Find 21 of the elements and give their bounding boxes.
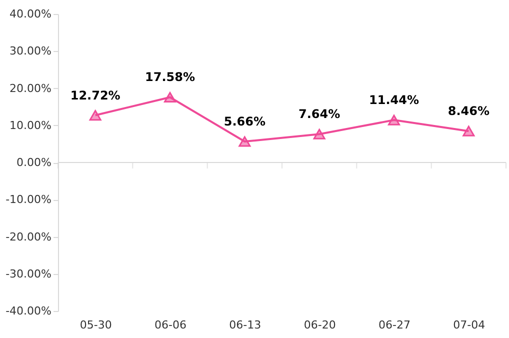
x-tick-label: 05-30	[80, 318, 112, 332]
y-tick-label: -20.00%	[6, 230, 52, 244]
y-tick-label: -40.00%	[6, 304, 52, 318]
x-tick-label: 06-06	[154, 318, 186, 332]
data-label: 12.72%	[70, 88, 120, 102]
x-tick-label: 06-27	[378, 318, 410, 332]
y-tick-label: 0.00%	[16, 156, 52, 169]
y-tick-label: 10.00%	[10, 118, 52, 132]
data-label: 11.44%	[369, 93, 419, 108]
x-tick-label: 06-20	[304, 318, 336, 332]
y-tick-label: -10.00%	[6, 193, 52, 206]
data-label: 7.64%	[298, 107, 340, 122]
x-tick-label: 07-04	[453, 318, 486, 332]
data-label: 17.58%	[145, 70, 195, 84]
y-tick-label: 20.00%	[10, 82, 52, 95]
y-tick-label: -30.00%	[6, 267, 52, 280]
x-tick-label: 06-13	[229, 318, 262, 332]
y-tick-label: 30.00%	[10, 44, 52, 58]
y-tick-label: 40.00%	[10, 8, 52, 20]
data-label: 5.66%	[224, 114, 266, 128]
data-label: 8.46%	[448, 104, 490, 118]
